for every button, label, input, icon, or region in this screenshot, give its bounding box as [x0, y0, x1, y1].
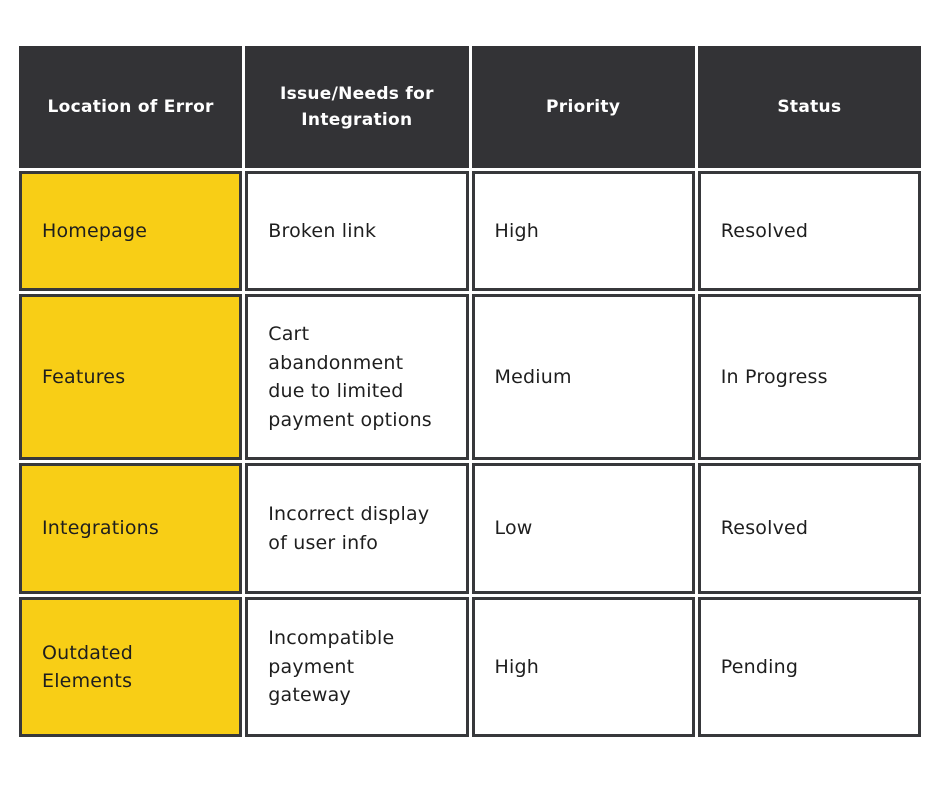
table-row: Integrations Incorrect display of user i… [19, 463, 921, 594]
cell-status: Resolved [697, 171, 921, 291]
cell-status: Resolved [697, 463, 921, 594]
table-row: Outdated Elements Incompatible payment g… [19, 597, 921, 737]
header-row: Location of Error Issue/Needs for Integr… [19, 46, 921, 168]
table-body: Homepage Broken link High Resolved Featu… [19, 171, 921, 737]
cell-issue: Incompatible payment gateway [245, 597, 469, 737]
cell-issue: Incorrect display of user info [245, 463, 469, 594]
cell-issue: Cart abandonment due to limited payment … [245, 294, 469, 460]
header-cell-priority: Priority [471, 46, 695, 168]
header-cell-status: Status [697, 46, 921, 168]
cell-location: Outdated Elements [19, 597, 243, 737]
cell-issue: Broken link [245, 171, 469, 291]
cell-priority: High [471, 597, 695, 737]
cell-status: Pending [697, 597, 921, 737]
cell-location: Integrations [19, 463, 243, 594]
header-cell-location: Location of Error [19, 46, 243, 168]
table-row: Features Cart abandonment due to limited… [19, 294, 921, 460]
cell-priority: Low [471, 463, 695, 594]
cell-location: Homepage [19, 171, 243, 291]
cell-priority: High [471, 171, 695, 291]
cell-location: Features [19, 294, 243, 460]
header-cell-issue: Issue/Needs for Integration [245, 46, 469, 168]
cell-status: In Progress [697, 294, 921, 460]
error-tracking-table: Location of Error Issue/Needs for Integr… [16, 43, 924, 740]
cell-priority: Medium [471, 294, 695, 460]
table-header: Location of Error Issue/Needs for Integr… [19, 46, 921, 168]
table-row: Homepage Broken link High Resolved [19, 171, 921, 291]
